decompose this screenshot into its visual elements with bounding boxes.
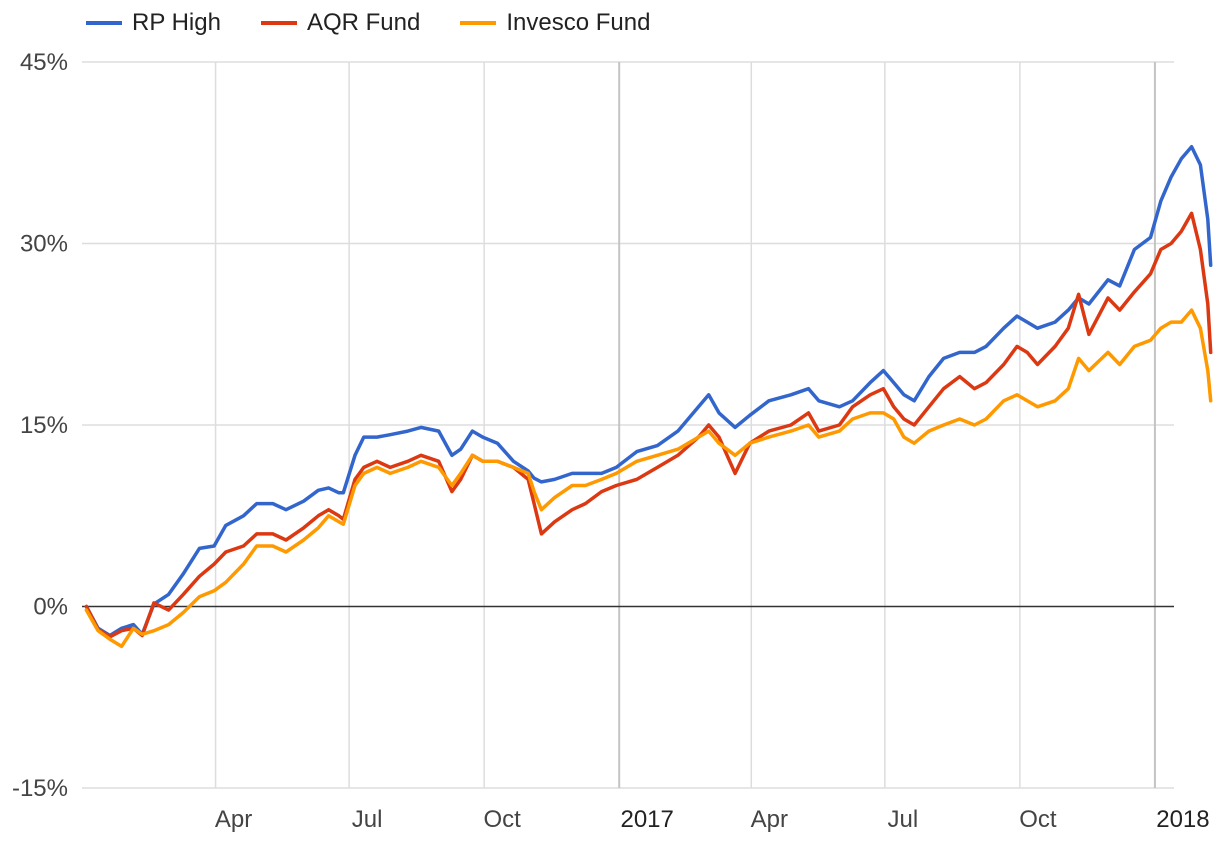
x-tick-label: 2017 <box>620 806 673 833</box>
y-tick-label: 0% <box>33 594 68 621</box>
y-tick-label: 15% <box>20 412 68 439</box>
x-tick-label: Oct <box>1019 806 1057 833</box>
y-tick-label: 30% <box>20 231 68 258</box>
legend-item-invesco-fund[interactable]: Invesco Fund <box>460 9 650 37</box>
legend-label-invesco-fund: Invesco Fund <box>506 9 651 36</box>
series-line-aqr-fund[interactable] <box>84 211 1213 639</box>
y-gridlines <box>82 61 1174 789</box>
y-tick-label: -15% <box>12 775 68 802</box>
x-tick-label: Oct <box>483 806 521 833</box>
legend: RP High AQR Fund Invesco Fund <box>86 8 690 38</box>
legend-swatch-aqr-fund <box>260 21 297 25</box>
x-tick-label: Apr <box>215 806 252 833</box>
y-axis-labels: 45% 30% 15% 0% -15% <box>12 49 68 802</box>
legend-swatch-invesco-fund <box>460 21 497 25</box>
legend-label-rp-high: RP High <box>132 9 221 36</box>
series-line-invesco-fund[interactable] <box>84 308 1213 649</box>
series-line-rp-high[interactable] <box>84 144 1213 638</box>
legend-swatch-rp-high <box>86 21 122 25</box>
legend-label-aqr-fund: AQR Fund <box>306 9 421 36</box>
legend-item-aqr-fund[interactable]: AQR Fund <box>260 9 421 37</box>
x-tick-label: Apr <box>751 806 788 833</box>
series-lines <box>84 144 1213 649</box>
x-tick-label: Jul <box>888 806 919 833</box>
x-axis-labels: Apr Jul Oct 2017 Apr Jul Oct 2018 <box>215 806 1210 833</box>
legend-item-rp-high[interactable]: RP High <box>86 9 221 37</box>
y-tick-label: 45% <box>20 49 68 76</box>
x-tick-label: 2018 <box>1156 806 1209 833</box>
x-gridlines <box>214 62 1156 788</box>
x-tick-label: Jul <box>352 806 383 833</box>
